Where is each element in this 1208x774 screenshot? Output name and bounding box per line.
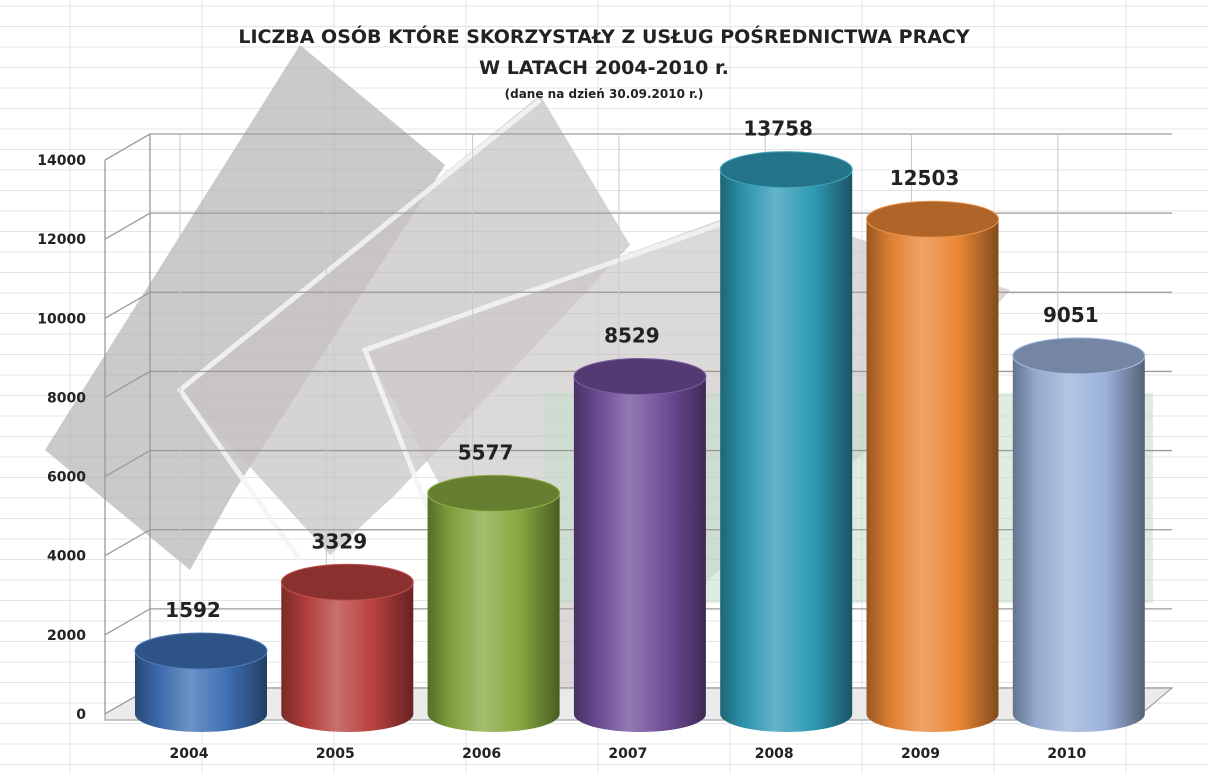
bar-body: [427, 493, 560, 732]
data-label: 3329: [311, 529, 367, 553]
x-tick-label: 2006: [462, 746, 501, 762]
data-label: 8529: [604, 323, 660, 347]
x-tick-label: 2004: [170, 746, 209, 762]
y-tick-label: 0: [76, 707, 86, 723]
data-label: 12503: [890, 166, 960, 190]
bar-2010: [1012, 337, 1146, 733]
y-tick-label: 2000: [47, 628, 86, 644]
x-tick-label: 2010: [1047, 746, 1086, 762]
y-tick-label: 14000: [37, 153, 86, 169]
bar-2006: [427, 474, 561, 732]
bar-2009: [866, 200, 999, 733]
x-tick-label: 2009: [901, 746, 940, 762]
data-labels: 1592 3329 5577 8529 13758 12503 9051: [165, 117, 1098, 622]
bars: [134, 151, 1146, 733]
chart-subtitle: W LATACH 2004-2010 r.: [479, 57, 729, 79]
bar-body: [866, 219, 999, 733]
bar-top-cap: [134, 632, 268, 670]
bar-body: [573, 376, 706, 732]
x-tick-label: 2008: [755, 746, 794, 762]
decor-grey-diamond-left: [45, 45, 445, 570]
bar-2004: [134, 632, 268, 732]
data-label: 13758: [743, 117, 813, 141]
y-tick-label: 10000: [37, 311, 86, 327]
bar-body: [281, 582, 414, 732]
x-axis: 2004 2005 2006 2007 2008 2009 2010: [170, 746, 1087, 762]
bar-top-cap: [427, 474, 561, 512]
x-tick-label: 2005: [316, 746, 355, 762]
bar-top-cap: [1012, 337, 1146, 375]
bar-top-cap: [280, 563, 414, 601]
bar-body: [1012, 355, 1145, 733]
data-label: 1592: [165, 598, 221, 622]
bar-body: [135, 651, 267, 732]
y-tick-label: 6000: [47, 470, 86, 486]
bar-2008: [719, 151, 853, 732]
chart-note: (dane na dzień 30.09.2010 r.): [505, 87, 704, 101]
bar-top-cap: [573, 357, 707, 395]
decor-grey-diamond-middle: [180, 95, 630, 555]
bar-top-cap: [866, 200, 999, 238]
bar-2007: [573, 357, 707, 732]
chart-title: LICZBA OSÓB KTÓRE SKORZYSTAŁY Z USŁUG PO…: [238, 24, 970, 48]
bar-top-cap: [719, 151, 853, 189]
data-label: 5577: [458, 440, 514, 464]
bar-body: [720, 169, 853, 732]
data-label: 9051: [1043, 303, 1099, 327]
x-tick-label: 2007: [608, 746, 647, 762]
decor-white-line-2: [361, 207, 761, 541]
y-tick-label: 8000: [47, 390, 86, 406]
bar-2005: [280, 563, 414, 732]
y-tick-label: 4000: [47, 549, 86, 565]
y-tick-label: 12000: [37, 232, 86, 248]
y-axis: 0 2000 4000 6000 8000 10000 12000 14000: [37, 153, 86, 723]
